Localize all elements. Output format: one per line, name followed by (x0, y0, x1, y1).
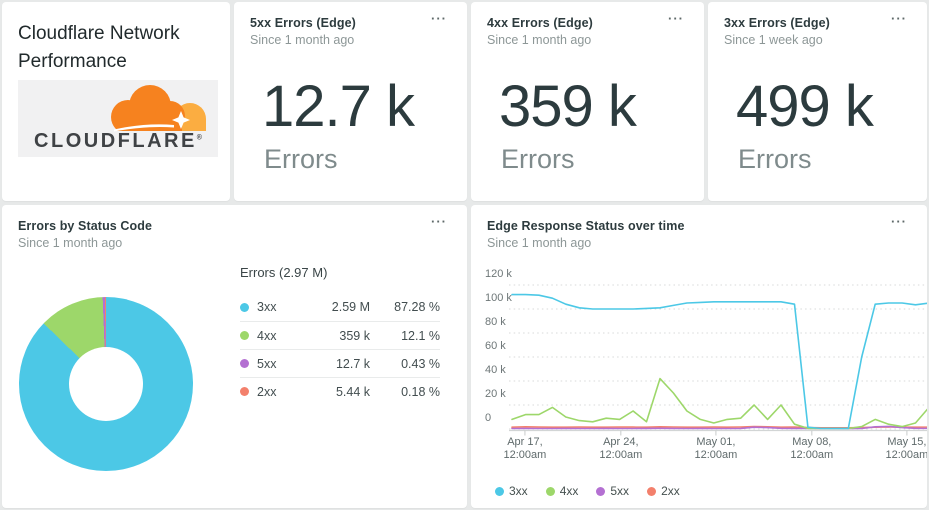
series-value: 5.44 k (335, 384, 370, 399)
x-axis-tick-label: May 08, 12:00am (790, 436, 834, 461)
series-color-dot (240, 359, 249, 368)
card-menu-icon[interactable]: ··· (891, 11, 907, 26)
series-label: 5xx (610, 484, 630, 498)
card-subtitle: Since 1 month ago (18, 236, 123, 250)
pie-legend: Errors (2.97 M) 3xx 2.59 M 87.28 % 4xx 3… (240, 265, 440, 405)
series-label: 5xx (257, 356, 277, 371)
cloudflare-logo: CLOUDFLARE® (18, 80, 218, 157)
legend-item-5xx[interactable]: 5xx (596, 484, 629, 498)
legend-item-2xx[interactable]: 2xx (647, 484, 680, 498)
y-axis-tick-label: 60 k (485, 340, 506, 352)
cloudflare-wordmark: CLOUDFLARE® (34, 130, 202, 152)
series-label: 3xx (509, 484, 528, 498)
y-axis-tick-label: 80 k (485, 316, 506, 328)
y-axis-tick-label: 40 k (485, 364, 506, 376)
series-label: 4xx (559, 484, 579, 498)
series-color-dot (647, 486, 657, 496)
y-axis-tick-label: 20 k (485, 388, 506, 400)
billboard-card-5xx: 5xx Errors (Edge) Since 1 month ago ··· … (234, 2, 467, 201)
billboard-value: 12.7 k (262, 74, 415, 139)
pie-legend-rows: 3xx 2.59 M 87.28 % 4xx 359 k 12.1 % 5xx … (240, 293, 440, 405)
series-percent: 0.18 % (401, 384, 440, 399)
timeseries-card: Edge Response Status over time Since 1 m… (471, 205, 927, 508)
card-title: Errors by Status Code (18, 219, 153, 233)
card-subtitle: Since 1 month ago (487, 236, 592, 250)
cloudflare-cloud-icon (111, 85, 206, 132)
pie-legend-row[interactable]: 5xx 12.7 k 0.43 % (240, 349, 440, 377)
series-line-3xx[interactable] (511, 293, 927, 430)
card-subtitle: Since 1 month ago (487, 33, 592, 47)
donut-chart[interactable] (19, 297, 193, 471)
billboard-label: Errors (264, 144, 338, 174)
billboard-card-4xx: 4xx Errors (Edge) Since 1 month ago ··· … (471, 2, 704, 201)
pie-card: Errors by Status Code Since 1 month ago … (2, 205, 467, 508)
series-color-dot (545, 486, 555, 496)
series-value: 2.59 M (331, 300, 370, 314)
series-label: 3xx (257, 300, 277, 314)
brand-card: Cloudflare Network Performance CLOUDFLAR… (2, 2, 230, 201)
billboard-value: 499 k (736, 74, 874, 139)
card-title: 3xx Errors (Edge) (724, 16, 830, 30)
legend-item-4xx[interactable]: 4xx (545, 484, 579, 498)
y-axis-tick-label: 120 k (485, 268, 512, 280)
series-label: 2xx (257, 384, 277, 399)
card-menu-icon[interactable]: ··· (431, 11, 447, 26)
card-subtitle: Since 1 week ago (724, 33, 823, 47)
x-axis-tick-label: Apr 24, 12:00am (599, 436, 643, 461)
pie-legend-row[interactable]: 4xx 359 k 12.1 % (240, 321, 440, 349)
billboard-label: Errors (501, 144, 575, 174)
card-title: 5xx Errors (Edge) (250, 16, 356, 30)
card-subtitle: Since 1 month ago (250, 33, 355, 47)
card-title: 4xx Errors (Edge) (487, 16, 593, 30)
x-axis-tick-label: May 15, 12:00am (885, 436, 927, 461)
series-color-dot (495, 486, 504, 496)
card-menu-icon[interactable]: ··· (431, 214, 447, 229)
x-axis-tick-label: Apr 17, 12:00am (503, 436, 547, 461)
pie-legend-row[interactable]: 3xx 2.59 M 87.28 % (240, 293, 440, 321)
card-menu-icon[interactable]: ··· (891, 214, 907, 229)
series-percent: 87.28 % (394, 300, 440, 314)
billboard-value: 359 k (499, 74, 637, 139)
series-value: 359 k (339, 328, 370, 343)
series-value: 12.7 k (335, 356, 370, 371)
card-menu-icon[interactable]: ··· (668, 11, 684, 26)
series-percent: 12.1 % (401, 328, 440, 343)
y-axis-tick-label: 100 k (485, 292, 512, 304)
y-axis-tick-label: 0 (485, 412, 492, 424)
dashboard-title: Cloudflare Network Performance (18, 23, 180, 72)
series-color-dot (240, 387, 249, 396)
series-color-dot (240, 331, 249, 340)
legend-item-3xx[interactable]: 3xx (495, 484, 528, 498)
registered-mark: ® (196, 134, 202, 142)
billboard-card-3xx: 3xx Errors (Edge) Since 1 week ago ··· 4… (708, 2, 927, 201)
x-axis-tick-label: May 01, 12:00am (694, 436, 738, 461)
pie-legend-title: Errors (2.97 M) (240, 265, 328, 280)
series-line-4xx[interactable] (511, 377, 927, 430)
series-color-dot (596, 486, 606, 496)
pie-legend-row[interactable]: 2xx 5.44 k 0.18 % (240, 377, 440, 405)
card-title: Edge Response Status over time (487, 219, 685, 233)
line-chart[interactable]: 0 20 k 40 k 60 k 80 k 100 k 120 k Apr 17, 12:00a… (471, 205, 927, 508)
billboard-label: Errors (738, 144, 812, 174)
line-chart-legend: 3xx 4xx 5xx 2xx (495, 484, 680, 498)
series-label: 4xx (257, 328, 277, 343)
line-chart-canvas (509, 284, 927, 436)
series-line-5xx[interactable] (511, 425, 927, 430)
series-percent: 0.43 % (401, 356, 440, 371)
series-color-dot (240, 302, 249, 312)
series-label: 2xx (661, 484, 680, 498)
